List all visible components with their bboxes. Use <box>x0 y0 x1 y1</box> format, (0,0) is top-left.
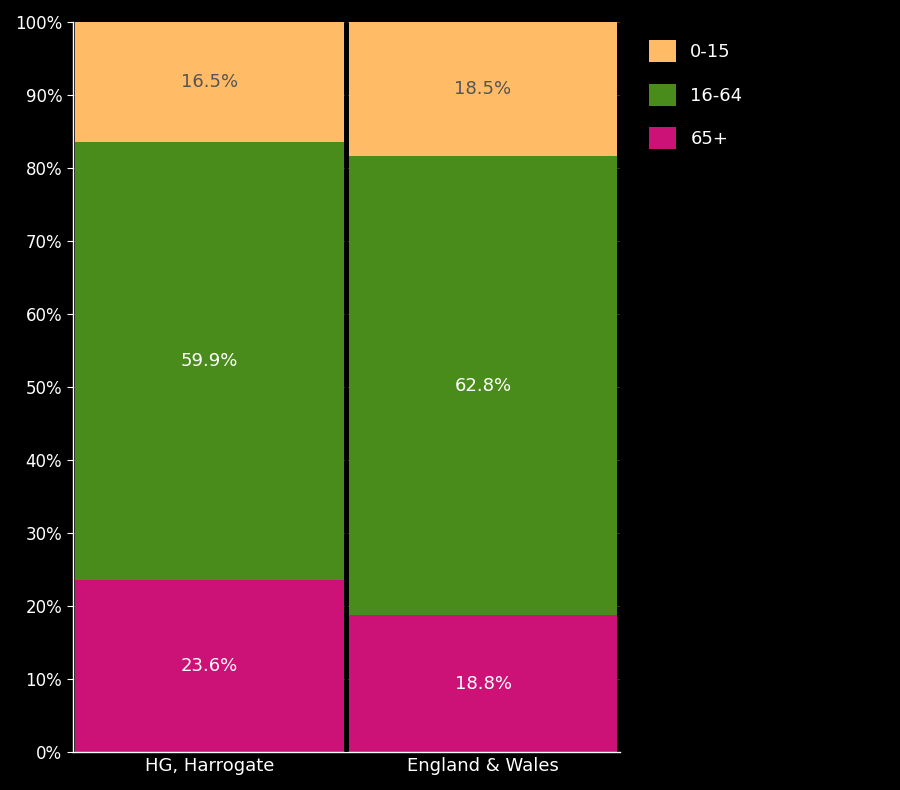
Text: 23.6%: 23.6% <box>181 657 238 675</box>
Text: 62.8%: 62.8% <box>454 377 511 395</box>
Bar <box>76 580 344 752</box>
Bar <box>349 156 617 615</box>
Legend: 0-15, 16-64, 65+: 0-15, 16-64, 65+ <box>640 31 752 159</box>
Bar <box>76 22 344 142</box>
Bar <box>349 21 617 156</box>
Bar <box>76 142 344 580</box>
Bar <box>349 615 617 752</box>
Text: 18.8%: 18.8% <box>454 675 511 693</box>
Text: 59.9%: 59.9% <box>181 352 238 371</box>
Text: 16.5%: 16.5% <box>181 73 238 91</box>
Text: 18.5%: 18.5% <box>454 80 511 98</box>
